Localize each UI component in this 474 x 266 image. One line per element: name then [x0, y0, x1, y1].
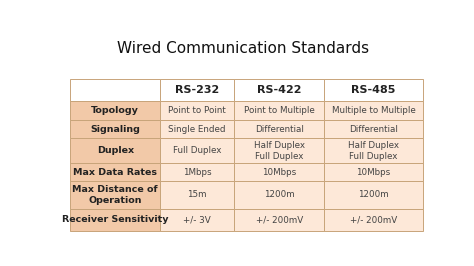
- Bar: [70, 209, 160, 231]
- Bar: [234, 79, 324, 101]
- Bar: [70, 79, 160, 101]
- Bar: [324, 163, 423, 181]
- Text: Single Ended: Single Ended: [168, 125, 226, 134]
- Bar: [160, 101, 234, 120]
- Bar: [160, 120, 234, 138]
- Bar: [234, 163, 324, 181]
- Text: 1200m: 1200m: [264, 190, 294, 199]
- Text: Signaling: Signaling: [90, 125, 140, 134]
- Text: 1Mbps: 1Mbps: [183, 168, 211, 177]
- Bar: [324, 209, 423, 231]
- Text: RS-485: RS-485: [351, 85, 396, 95]
- Bar: [160, 79, 234, 101]
- Text: 10Mbps: 10Mbps: [356, 168, 391, 177]
- Text: Point to Multiple: Point to Multiple: [244, 106, 315, 115]
- Bar: [324, 120, 423, 138]
- Bar: [324, 101, 423, 120]
- Text: Topology: Topology: [91, 106, 139, 115]
- Text: 1200m: 1200m: [358, 190, 389, 199]
- Bar: [324, 79, 423, 101]
- Text: Max Data Rates: Max Data Rates: [73, 168, 157, 177]
- Bar: [160, 181, 234, 209]
- Text: Receiver Sensitivity: Receiver Sensitivity: [62, 215, 168, 224]
- Bar: [234, 120, 324, 138]
- Text: Differential: Differential: [349, 125, 398, 134]
- Text: Differential: Differential: [255, 125, 304, 134]
- Text: +/- 200mV: +/- 200mV: [350, 215, 397, 224]
- Bar: [70, 181, 160, 209]
- Bar: [160, 209, 234, 231]
- Bar: [234, 181, 324, 209]
- Bar: [160, 163, 234, 181]
- Text: 15m: 15m: [188, 190, 207, 199]
- Text: Half Duplex
Full Duplex: Half Duplex Full Duplex: [348, 140, 399, 161]
- Text: Half Duplex
Full Duplex: Half Duplex Full Duplex: [254, 140, 305, 161]
- Text: RS-422: RS-422: [257, 85, 301, 95]
- Text: +/- 200mV: +/- 200mV: [255, 215, 303, 224]
- Bar: [160, 138, 234, 163]
- Bar: [324, 181, 423, 209]
- Bar: [70, 138, 160, 163]
- Bar: [234, 101, 324, 120]
- Bar: [234, 209, 324, 231]
- Bar: [234, 138, 324, 163]
- Text: RS-232: RS-232: [175, 85, 219, 95]
- Text: +/- 3V: +/- 3V: [183, 215, 211, 224]
- Text: 10Mbps: 10Mbps: [262, 168, 296, 177]
- Text: Max Distance of
Operation: Max Distance of Operation: [73, 185, 158, 205]
- Bar: [324, 138, 423, 163]
- Bar: [70, 120, 160, 138]
- Text: Full Duplex: Full Duplex: [173, 146, 221, 155]
- Text: Point to Point: Point to Point: [168, 106, 226, 115]
- Text: Multiple to Multiple: Multiple to Multiple: [332, 106, 415, 115]
- Text: Duplex: Duplex: [97, 146, 134, 155]
- Text: Wired Communication Standards: Wired Communication Standards: [117, 41, 369, 56]
- Bar: [70, 101, 160, 120]
- Bar: [70, 163, 160, 181]
